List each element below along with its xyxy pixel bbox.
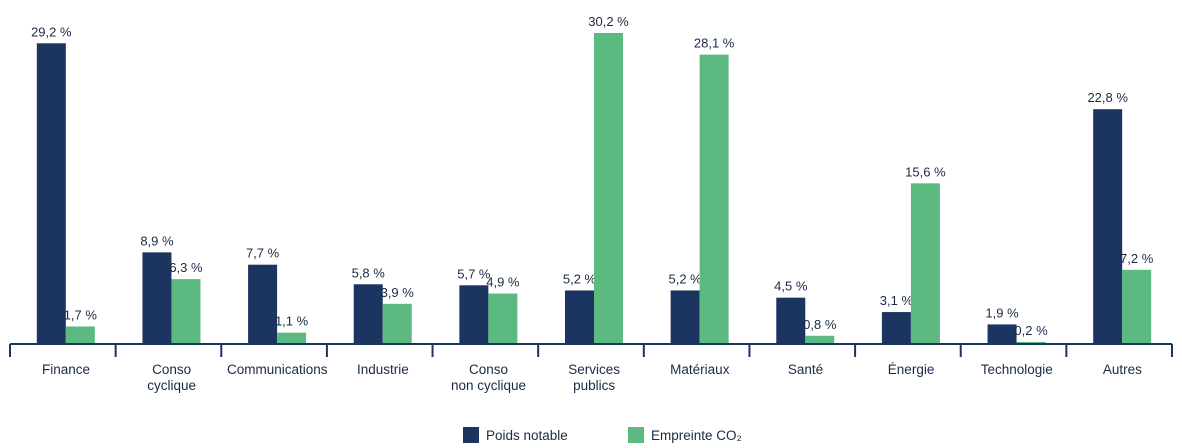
value-label: 8,9 % (140, 233, 174, 248)
value-label: 5,2 % (563, 271, 597, 286)
value-label: 5,8 % (352, 265, 386, 280)
bar (987, 324, 1017, 344)
bar (65, 326, 95, 344)
bar (805, 335, 835, 344)
bar (248, 264, 278, 344)
bar (459, 285, 489, 344)
value-label: 0,2 % (1014, 323, 1048, 338)
value-label: 5,2 % (669, 271, 703, 286)
value-label: 5,7 % (457, 266, 491, 281)
bar (776, 297, 806, 344)
value-label: 28,1 % (694, 36, 735, 51)
bar (142, 252, 172, 344)
x-tick-label: Industrie (357, 362, 409, 377)
value-label: 4,9 % (486, 275, 520, 290)
value-label: 7,2 % (1120, 251, 1154, 266)
bar (910, 183, 940, 344)
value-label: 1,1 % (275, 314, 309, 329)
bar (881, 312, 911, 344)
value-label: 4,5 % (774, 279, 808, 294)
bar (277, 332, 307, 344)
x-tick-label: Conso non cyclique (451, 362, 527, 393)
value-label: 15,6 % (905, 164, 946, 179)
bar (1093, 109, 1123, 345)
value-label: 29,2 % (31, 24, 72, 39)
bar (1122, 269, 1152, 344)
legend-label: Empreinte CO₂ (651, 428, 742, 443)
value-label: 0,8 % (803, 317, 837, 332)
value-label: 3,9 % (381, 285, 415, 300)
x-tick-label: Technologie (980, 362, 1053, 377)
bar (565, 290, 594, 344)
bar (1016, 341, 1046, 344)
value-label: 22,8 % (1087, 90, 1128, 105)
bar (353, 284, 383, 344)
bar (670, 290, 700, 344)
value-label: 1,7 % (64, 307, 98, 322)
x-tick-label: Matériaux (670, 362, 730, 377)
x-tick-label: Autres (1102, 362, 1142, 377)
bar (594, 33, 623, 344)
value-label: 1,9 % (985, 305, 1019, 320)
bar (171, 279, 201, 344)
value-label: 7,7 % (246, 246, 280, 261)
x-tick-label: Énergie (887, 362, 935, 377)
x-tick-label: Communications (226, 362, 328, 377)
x-tick-label: Finance (41, 362, 91, 377)
x-tick-label: Conso cyclique (147, 362, 197, 393)
legend-label: Poids notable (486, 428, 568, 443)
bar (699, 54, 729, 345)
legend-swatch (463, 427, 479, 443)
value-label: 3,1 % (880, 293, 914, 308)
value-label: 30,2 % (588, 14, 629, 29)
legend-swatch (628, 427, 644, 443)
bar (36, 43, 66, 345)
x-tick-label: Services publics (568, 362, 621, 393)
x-tick-label: Santé (787, 362, 824, 377)
bar (382, 303, 412, 344)
bar (488, 293, 518, 344)
value-label: 6,3 % (169, 260, 203, 275)
